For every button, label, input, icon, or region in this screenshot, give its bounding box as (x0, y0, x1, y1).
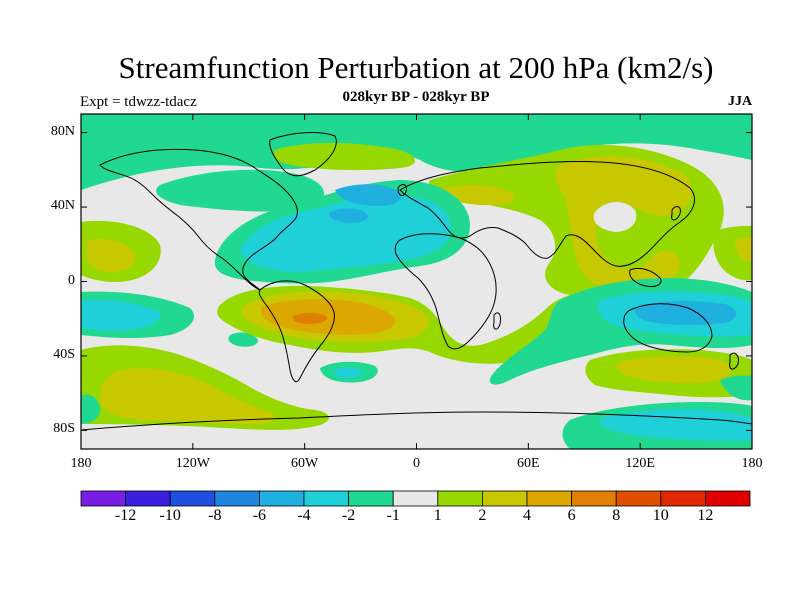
lon-tick-label: 60W (291, 456, 319, 471)
coast-uk (397, 184, 407, 196)
contour-yellow-southeast-pacific (100, 368, 275, 424)
map-title: Streamfunction Perturbation at 200 hPa (… (118, 50, 714, 85)
lat-tick-label: 80N (50, 123, 75, 139)
coast-australia (623, 303, 713, 353)
coast-new-zealand (729, 352, 739, 370)
colorbar-swatch (526, 490, 572, 507)
lon-tick-label: 0 (413, 456, 420, 471)
map-subtitle: 028kyr BP - 028kyr BP (342, 89, 490, 105)
coast-north-america (99, 148, 298, 291)
colorbar-swatch (437, 490, 483, 507)
coast-antarctica (81, 411, 752, 431)
contour-yellow-asia (555, 156, 693, 293)
experiment-label: Expt = tdwzz-tdacz (80, 94, 197, 110)
contour-blue-atlantic-2 (328, 208, 368, 223)
contour-teal-north (81, 114, 752, 190)
contour-cyan-antarctic (599, 409, 752, 441)
contour-teal-southeast-pacific (81, 394, 100, 424)
lat-tick-label: 0 (68, 272, 75, 288)
contour-cyan-south-atlantic-small (333, 367, 362, 379)
coast-japan (671, 206, 681, 221)
colorbar-label: 10 (652, 507, 669, 524)
coast-eurasia (399, 160, 695, 267)
colorbar-label: -12 (114, 507, 137, 524)
colorbar-swatch (169, 490, 216, 507)
lon-tick-label: 120W (175, 456, 210, 471)
lon-tick-label: 120E (625, 456, 655, 471)
colorbar-swatch (303, 490, 349, 507)
colorbar-label: -2 (341, 507, 356, 524)
colorbar-swatch (348, 490, 394, 507)
colorbar-label: -6 (252, 507, 267, 524)
season-label: JJA (728, 94, 753, 109)
coastlines (81, 132, 752, 431)
colorbar-label: -8 (208, 507, 222, 524)
coast-south-america (258, 280, 335, 383)
colorbar-swatch (481, 490, 528, 507)
contour-teal-na (156, 169, 324, 212)
colorbar-swatch (125, 490, 171, 507)
colorbar-label: 8 (612, 507, 621, 524)
latitude-ticks (81, 132, 752, 431)
colorbar-swatch (392, 490, 439, 507)
colorbar-swatch (571, 490, 617, 507)
lat-tick-label: 40N (50, 198, 75, 214)
contour-darkorange-south-atlantic (292, 313, 328, 324)
contour-field (81, 114, 752, 449)
colorbar-swatch (258, 490, 305, 507)
contour-teal-southeast-corner (720, 375, 752, 401)
coast-africa (394, 233, 497, 350)
contour-cyan-atlantic (240, 194, 451, 272)
colorbar-label: 4 (523, 507, 531, 524)
colorbar-label: -4 (297, 507, 311, 524)
contour-yellow-pacific-west (86, 238, 136, 272)
colorbar-swatch (214, 490, 260, 507)
contour-orange-south-atlantic (261, 299, 396, 335)
lon-tick-label: 180 (70, 456, 92, 471)
colorbar-label: 6 (567, 507, 576, 524)
colorbar-swatch (660, 490, 706, 507)
coast-maritime-se-asia (629, 267, 662, 287)
contour-yellow-pacific-east (735, 237, 752, 262)
contour-blue-atlantic (335, 184, 402, 206)
colorbar-label: -1 (386, 507, 400, 524)
colorbar-swatch (705, 490, 751, 507)
colorbar-label: 2 (478, 507, 487, 524)
contour-teal-south-pacific-2 (228, 332, 258, 347)
lon-tick-label: 180 (741, 456, 763, 471)
contour-yellow-south-indian (616, 356, 732, 384)
contour-cyan-south-pacific (81, 299, 161, 331)
contour-green-northpole (272, 142, 415, 171)
coast-greenland (269, 132, 337, 177)
contour-gray-hole-asia (593, 201, 637, 232)
colorbar (80, 490, 751, 507)
contour-blue-indian (634, 301, 736, 325)
colorbar-label: 12 (697, 507, 714, 524)
colorbar-swatch (615, 490, 662, 507)
lat-tick-label: 80S (53, 421, 75, 437)
colorbar-swatch (80, 490, 126, 507)
lon-tick-label: 60E (517, 456, 540, 471)
colorbar-label: 1 (433, 507, 442, 524)
colorbar-label: -10 (159, 507, 181, 524)
longitude-ticks (80, 114, 753, 449)
coast-madagascar (493, 312, 501, 330)
lat-tick-label: 40S (53, 346, 75, 362)
